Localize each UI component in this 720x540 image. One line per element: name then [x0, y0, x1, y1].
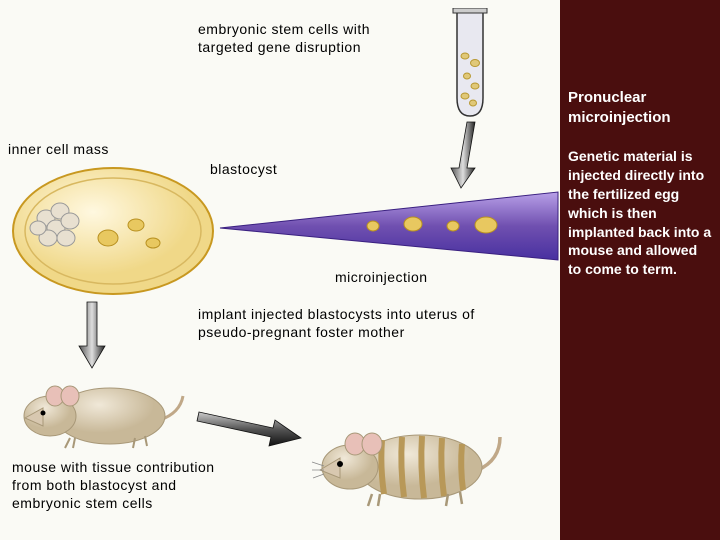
blastocyst-icon — [8, 163, 218, 298]
label-blastocyst: blastocyst — [210, 160, 277, 178]
panel-title: Pronuclear microinjection — [568, 88, 712, 127]
text-panel: Pronuclear microinjection Genetic materi… — [560, 0, 720, 540]
test-tube-icon — [445, 8, 495, 123]
arrow-tube-to-needle-icon — [445, 120, 485, 190]
arrow-blastocyst-to-mouse-icon — [75, 300, 110, 370]
arrow-mouse-to-offspring-icon — [195, 400, 305, 450]
label-microinjection: microinjection — [335, 268, 428, 286]
panel-body: Genetic material is injected directly in… — [568, 147, 712, 279]
label-implant: implant injected blastocysts into uterus… — [198, 305, 488, 341]
needle-icon — [218, 188, 560, 263]
label-stem-cells: embryonic stem cells with targeted gene … — [198, 20, 428, 56]
mouse-foster-icon — [15, 368, 185, 453]
label-inner-cell-mass: inner cell mass — [8, 140, 109, 158]
label-mouse-tissue: mouse with tissue contribution from both… — [12, 458, 242, 513]
diagram-area: embryonic stem cells with targeted gene … — [0, 0, 560, 540]
mouse-chimera-icon — [310, 412, 505, 512]
